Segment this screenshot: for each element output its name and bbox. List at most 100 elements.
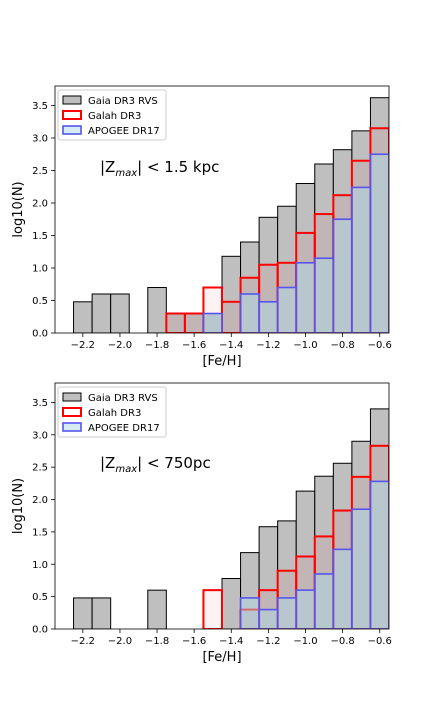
axes-frame bbox=[54, 85, 390, 334]
bar-galah-8 bbox=[202, 589, 223, 629]
legend-swatch-gaia bbox=[62, 392, 82, 402]
y-tick-label: 1.5 bbox=[32, 231, 48, 242]
x-axis-label: [Fe/H] bbox=[202, 650, 241, 665]
y-tick-label: 1.0 bbox=[32, 560, 48, 571]
x-tick-label: −0.8 bbox=[330, 340, 354, 351]
y-tick-label: 0.5 bbox=[32, 592, 48, 603]
bar-galah-7 bbox=[183, 312, 205, 333]
y-tick-label: 3.0 bbox=[32, 430, 48, 441]
bar-gaia-3 bbox=[110, 293, 130, 333]
x-tick-label: −1.2 bbox=[256, 340, 280, 351]
bar-gaia-5 bbox=[147, 589, 167, 629]
legend-label-galah: Galah DR3 bbox=[88, 408, 141, 419]
bar-gaia-5 bbox=[147, 287, 167, 333]
x-tick-label: −2.0 bbox=[108, 636, 132, 647]
y-axis-label: log10(N) bbox=[11, 478, 26, 534]
legend-swatch-galah bbox=[62, 407, 82, 417]
bar-apogee-17 bbox=[369, 480, 389, 629]
histogram-panel-2: −2.2 −2.0 −1.8 −1.6 −1.4 −1.2 −1.0 −0.8 −0.6 0.0 0… bbox=[11, 382, 392, 665]
x-tick-label: −1.8 bbox=[145, 340, 169, 351]
bar-apogee-10 bbox=[239, 293, 260, 333]
annotation-pre: |Z bbox=[100, 158, 115, 176]
x-tick-label: −0.6 bbox=[368, 636, 392, 647]
legend-box bbox=[57, 89, 167, 141]
y-tick-label: 0.5 bbox=[32, 296, 48, 307]
bar-gaia-2 bbox=[91, 293, 112, 333]
bar-apogee-14 bbox=[313, 573, 335, 629]
bar-apogee-15 bbox=[332, 548, 353, 629]
x-tick-label: −1.0 bbox=[293, 340, 317, 351]
y-tick-label: 2.5 bbox=[32, 166, 48, 177]
bar-apogee-11 bbox=[258, 300, 279, 333]
y-tick-label: 1.5 bbox=[32, 527, 48, 538]
x-tick-label: −2.2 bbox=[71, 340, 95, 351]
legend-label-galah: Galah DR3 bbox=[88, 111, 141, 122]
x-tick-label: −1.0 bbox=[293, 636, 317, 647]
bar-gaia-2 bbox=[91, 597, 112, 629]
legend-label-gaia: Gaia DR3 RVS bbox=[88, 393, 158, 404]
y-tick-label: 3.0 bbox=[32, 134, 48, 145]
legend-label-gaia: Gaia DR3 RVS bbox=[88, 96, 158, 107]
bars-group bbox=[73, 97, 389, 333]
bar-apogee-12 bbox=[276, 286, 298, 333]
bar-gaia-9 bbox=[221, 578, 242, 629]
bar-apogee-8 bbox=[202, 312, 223, 333]
bar-apogee-11 bbox=[258, 608, 279, 629]
bar-gaia-1 bbox=[73, 301, 93, 333]
x-tick-label: −1.4 bbox=[219, 636, 243, 647]
y-tick-label: 0.0 bbox=[32, 329, 48, 340]
x-tick-label: −1.6 bbox=[182, 636, 206, 647]
bar-apogee-10 bbox=[239, 597, 260, 629]
x-tick-label: −2.2 bbox=[71, 636, 95, 647]
annotation-pre: |Z bbox=[100, 454, 115, 472]
y-tick-label: 3.5 bbox=[32, 101, 48, 112]
x-tick-label: −1.8 bbox=[145, 636, 169, 647]
annotation-subscript: max bbox=[115, 464, 137, 475]
bar-gaia-1 bbox=[73, 597, 93, 629]
x-tick-label: −1.2 bbox=[256, 636, 280, 647]
annotation-post: | < 750pc bbox=[137, 454, 211, 472]
legend: Gaia DR3 RVS Galah DR3 APOGEE DR17 bbox=[57, 386, 167, 438]
y-tick-label: 2.5 bbox=[32, 463, 48, 474]
zmax-annotation: |Zmax| < 1.5 kpc bbox=[100, 158, 219, 179]
y-tick-label: 2.0 bbox=[32, 199, 48, 210]
bar-apogee-16 bbox=[351, 186, 372, 333]
zmax-annotation: |Zmax| < 750pc bbox=[100, 454, 211, 475]
x-axis-label: [Fe/H] bbox=[202, 354, 241, 369]
bar-apogee-13 bbox=[295, 589, 316, 629]
bar-apogee-13 bbox=[295, 261, 316, 333]
y-axis-label: log10(N) bbox=[11, 181, 26, 237]
legend-swatch-galah bbox=[62, 110, 82, 120]
bar-apogee-16 bbox=[351, 508, 372, 629]
bar-apogee-14 bbox=[313, 257, 335, 333]
x-tick-label: −1.4 bbox=[219, 340, 243, 351]
bars-group bbox=[73, 408, 389, 629]
y-tick-label: 0.0 bbox=[32, 625, 48, 636]
series-apogee bbox=[239, 480, 389, 629]
legend-box bbox=[57, 386, 167, 438]
x-tick-label: −0.6 bbox=[368, 340, 392, 351]
legend-label-apogee: APOGEE DR17 bbox=[88, 126, 160, 137]
series-apogee bbox=[202, 153, 389, 333]
annotation-subscript: max bbox=[115, 168, 137, 179]
bar-apogee-17 bbox=[369, 153, 389, 333]
legend-label-apogee: APOGEE DR17 bbox=[88, 423, 160, 434]
axes-frame bbox=[54, 382, 390, 630]
y-tick-label: 3.5 bbox=[32, 398, 48, 409]
x-tick-label: −0.8 bbox=[330, 636, 354, 647]
y-tick-label: 1.0 bbox=[32, 264, 48, 275]
y-tick-label: 2.0 bbox=[32, 495, 48, 506]
annotation-post: | < 1.5 kpc bbox=[137, 158, 219, 176]
bar-galah-9 bbox=[221, 300, 242, 333]
x-tick-label: −1.6 bbox=[182, 340, 206, 351]
histogram-panel-1: −2.2 −2.0 −1.8 −1.6 −1.4 −1.2 −1.0 −0.8 −0.6 0.0 0… bbox=[11, 85, 392, 369]
bar-apogee-15 bbox=[332, 218, 353, 333]
x-tick-label: −2.0 bbox=[108, 340, 132, 351]
bar-apogee-12 bbox=[276, 597, 298, 629]
legend-swatch-apogee bbox=[62, 422, 82, 432]
bar-galah-6 bbox=[165, 312, 186, 333]
legend-swatch-gaia bbox=[62, 95, 82, 105]
legend: Gaia DR3 RVS Galah DR3 APOGEE DR17 bbox=[57, 89, 167, 141]
legend-swatch-apogee bbox=[62, 125, 82, 135]
